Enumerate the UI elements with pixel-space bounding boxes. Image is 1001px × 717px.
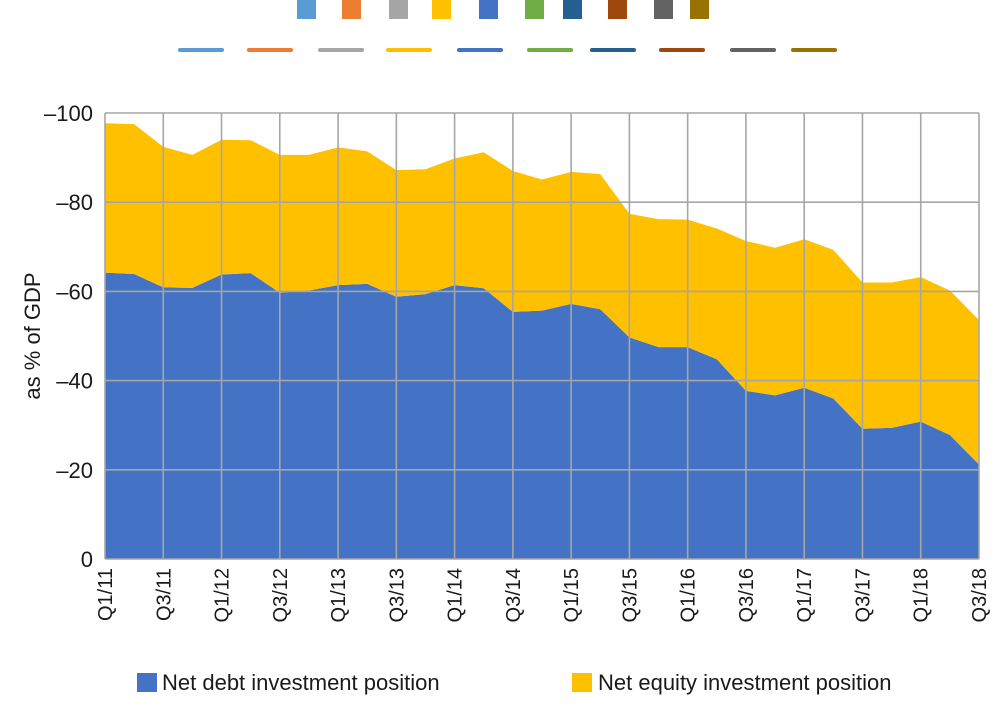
y-axis-label: as % of GDP: [20, 272, 45, 399]
x-axis-ticks: Q1/11 Q3/11 Q1/12 Q3/12 Q1/13 Q3/13 Q1/14 Q3/14…: [95, 568, 991, 622]
color-swatch: [297, 0, 316, 19]
legend-label: Net equity investment position: [598, 670, 892, 695]
x-tick-label: Q3/13: [386, 568, 408, 622]
color-swatch: [654, 0, 673, 19]
x-tick-label: Q3/14: [503, 568, 525, 622]
x-tick-label: Q1/18: [911, 568, 933, 622]
x-tick-label: Q3/15: [619, 568, 641, 622]
legend: Net debt investment position Net equity i…: [137, 670, 892, 695]
area-net-debt: [105, 272, 979, 559]
plot-areas: [105, 123, 979, 559]
x-tick-label: Q3/18: [969, 568, 991, 622]
color-swatch: [342, 0, 361, 19]
top-color-swatches: [297, 0, 709, 19]
x-tick-label: Q1/15: [561, 568, 583, 622]
x-tick-label: Q3/17: [852, 568, 874, 622]
y-tick-label: –40: [56, 369, 93, 394]
gridlines: [104, 112, 980, 560]
x-tick-label: Q1/14: [445, 568, 467, 622]
x-tick-label: Q3/12: [270, 568, 292, 622]
y-tick-label: –80: [56, 190, 93, 215]
y-tick-label: 0: [81, 547, 93, 572]
color-swatch: [690, 0, 709, 19]
area-net-equity: [105, 123, 979, 465]
x-tick-label: Q3/16: [736, 568, 758, 622]
color-swatch: [479, 0, 498, 19]
x-tick-label: Q1/16: [678, 568, 700, 622]
legend-swatch: [137, 673, 157, 692]
color-swatch: [608, 0, 627, 19]
y-tick-label: –20: [56, 458, 93, 483]
color-swatch: [525, 0, 544, 19]
y-tick-label: –100: [44, 101, 93, 126]
x-tick-label: Q1/17: [794, 568, 816, 622]
y-axis-ticks: 0 –20 –40 –60 –80 –100: [44, 101, 93, 572]
legend-swatch: [572, 673, 592, 692]
y-tick-label: –60: [56, 279, 93, 304]
x-tick-label: Q1/13: [328, 568, 350, 622]
color-swatch: [389, 0, 408, 19]
legend-label: Net debt investment position: [162, 670, 440, 695]
color-swatch: [563, 0, 582, 19]
x-tick-label: Q1/12: [212, 568, 234, 622]
x-tick-label: Q1/11: [95, 568, 117, 621]
color-swatch: [432, 0, 451, 19]
x-tick-label: Q3/11: [153, 568, 175, 621]
